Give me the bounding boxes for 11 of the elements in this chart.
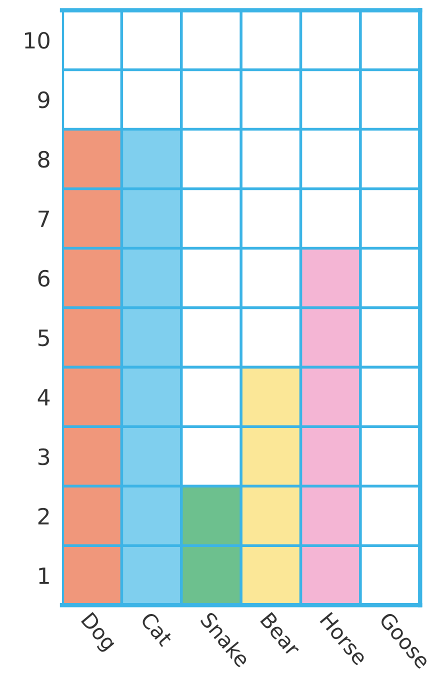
y-tick-label: 1	[39, 568, 49, 584]
y-tick-label: 9	[38, 91, 50, 108]
y-tick-label: 3	[38, 448, 50, 466]
y-tick-label: 5	[38, 330, 49, 346]
y-tick-label: 8	[38, 150, 50, 168]
x-tick-label: Cat	[140, 611, 174, 648]
y-tick-label: 10	[25, 32, 50, 49]
y-tick-label: 7	[38, 210, 49, 227]
y-tick-label: 6	[38, 270, 50, 287]
y-tick-label: 4	[38, 389, 50, 406]
y-tick-label: 2	[38, 508, 49, 524]
